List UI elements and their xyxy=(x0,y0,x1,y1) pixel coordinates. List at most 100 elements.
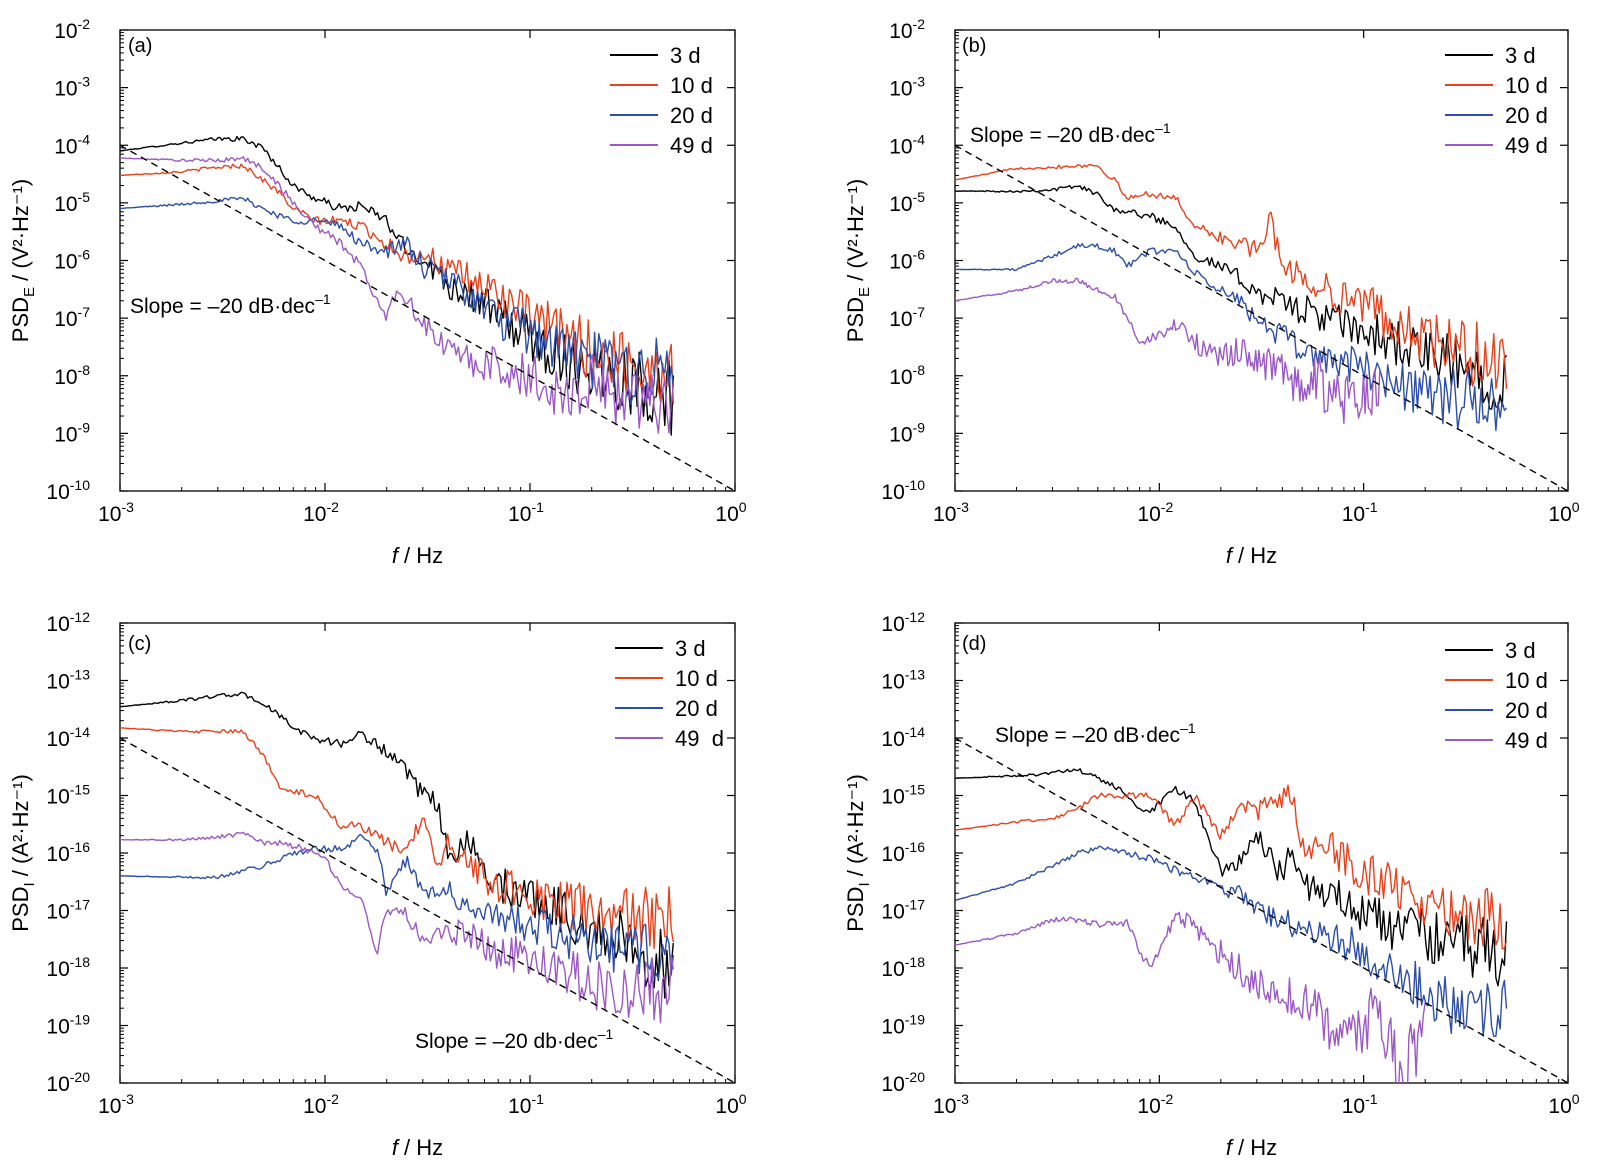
series-line-20-d xyxy=(955,845,1508,1038)
series-line-10-d xyxy=(955,163,1508,390)
chart-panel-a: 10-10 10-9 10-8 10-7 10-6 10-5 10-4 10-3 10-2 10-… xyxy=(8,16,747,568)
slope-reference-line xyxy=(120,737,735,1083)
panel-label: (b) xyxy=(962,35,986,57)
legend-label: 3 d xyxy=(670,43,701,68)
y-tick-label: 10-20 xyxy=(881,1069,925,1096)
y-tick-label: 10-18 xyxy=(881,954,925,981)
slope-annotation: Slope = –20 db·dec–1 xyxy=(415,1026,614,1053)
legend-label: 20 d xyxy=(675,696,718,721)
y-tick-label: 10-17 xyxy=(46,897,90,924)
y-tick-label: 10-3 xyxy=(54,74,90,101)
series-line-20-d xyxy=(955,242,1508,432)
panel-label: (c) xyxy=(128,633,151,655)
y-tick-label: 10-13 xyxy=(46,667,90,694)
y-axis-title: PSDE / (V²·Hz⁻¹) xyxy=(8,179,38,342)
y-tick-label: 10-9 xyxy=(54,419,90,446)
x-tick-label: 10-2 xyxy=(303,1091,339,1118)
x-axis-title: f / Hz xyxy=(1226,1135,1277,1160)
legend-label: 3 d xyxy=(1505,638,1536,663)
series-line-10-d xyxy=(120,727,674,950)
legend-label: 49 d xyxy=(1505,728,1548,753)
legend-label: 10 d xyxy=(670,73,713,98)
x-tick-label: 100 xyxy=(715,1091,746,1118)
y-tick-label: 10-14 xyxy=(881,724,925,751)
series-line-3-d xyxy=(120,135,674,436)
legend-label: 49 d xyxy=(1505,133,1548,158)
y-tick-label: 10-2 xyxy=(889,16,925,43)
y-tick-label: 10-16 xyxy=(881,839,925,866)
series-line-20-d xyxy=(120,833,674,980)
y-tick-label: 10-15 xyxy=(881,782,925,809)
x-tick-label: 10-1 xyxy=(508,1091,544,1118)
y-tick-label: 10-6 xyxy=(54,247,90,274)
plot-frame xyxy=(954,29,1569,492)
series-line-20-d xyxy=(120,196,674,405)
slope-reference-line xyxy=(955,737,1568,1083)
y-tick-label: 10-10 xyxy=(881,477,925,504)
x-axis-title: f / Hz xyxy=(392,1135,443,1160)
slope-reference-line xyxy=(120,144,735,491)
y-tick-label: 10-4 xyxy=(889,131,925,158)
slope-annotation: Slope = –20 dB·dec–1 xyxy=(995,720,1196,747)
chart-panel-d: 10-2010-1910-1810-1710-1610-1510-1410-13… xyxy=(843,609,1580,1160)
y-tick-label: 10-13 xyxy=(881,667,925,694)
legend-label: 20 d xyxy=(670,103,713,128)
x-tick-label: 10-3 xyxy=(98,499,134,526)
y-axis-title: PSDI / (A²·Hz⁻¹) xyxy=(843,774,873,932)
x-tick-label: 10-3 xyxy=(933,499,969,526)
legend-label: 3 d xyxy=(675,636,706,661)
x-tick-label: 100 xyxy=(715,499,746,526)
y-tick-label: 10-19 xyxy=(46,1012,90,1039)
y-tick-label: 10-20 xyxy=(46,1069,90,1096)
y-tick-label: 10-12 xyxy=(881,609,925,636)
x-tick-label: 10-1 xyxy=(508,499,544,526)
y-tick-label: 10-5 xyxy=(54,189,90,216)
y-tick-label: 10-15 xyxy=(46,782,90,809)
slope-annotation: Slope = –20 dB·dec–1 xyxy=(130,291,331,318)
chart-panel-c: 10-2010-1910-1810-1710-1610-1510-1410-13… xyxy=(8,609,747,1160)
y-tick-label: 10-3 xyxy=(889,74,925,101)
series-line-3-d xyxy=(955,184,1508,410)
series-line-10-d xyxy=(955,784,1508,950)
plot-frame xyxy=(119,622,736,1084)
y-tick-label: 10-14 xyxy=(46,724,90,751)
y-axis-title: PSDI / (A²·Hz⁻¹) xyxy=(8,774,38,932)
y-tick-label: 10-6 xyxy=(889,247,925,274)
x-tick-label: 100 xyxy=(1548,499,1579,526)
panel-label: (a) xyxy=(128,35,152,57)
x-tick-label: 10-2 xyxy=(303,499,339,526)
y-tick-label: 10-5 xyxy=(889,189,925,216)
chart-panel-b: 10-10 10-9 10-8 10-7 10-6 10-5 10-4 10-3 10-2 10-… xyxy=(843,16,1580,568)
x-tick-label: 10-1 xyxy=(1342,499,1378,526)
y-tick-label: 10-7 xyxy=(889,304,925,331)
legend-label: 10 d xyxy=(1505,668,1548,693)
series-line-3-d xyxy=(955,768,1508,987)
y-tick-label: 10-9 xyxy=(889,419,925,446)
y-tick-label: 10-17 xyxy=(881,897,925,924)
legend-label: 49 d xyxy=(675,726,724,751)
x-tick-label: 10-2 xyxy=(1137,499,1173,526)
x-tick-label: 10-1 xyxy=(1342,1091,1378,1118)
x-axis-title: f / Hz xyxy=(392,543,443,568)
slope-reference-line xyxy=(955,144,1568,491)
series-line-49-d xyxy=(120,831,674,1024)
legend-label: 20 d xyxy=(1505,103,1548,128)
panel-label: (d) xyxy=(962,633,986,655)
y-axis-title: PSDE / (V²·Hz⁻¹) xyxy=(843,179,873,342)
y-tick-label: 10-8 xyxy=(889,362,925,389)
y-tick-label: 10-8 xyxy=(54,362,90,389)
y-tick-label: 10-7 xyxy=(54,304,90,331)
legend-label: 20 d xyxy=(1505,698,1548,723)
legend-label: 10 d xyxy=(675,666,718,691)
y-tick-label: 10-10 xyxy=(46,477,90,504)
y-tick-label: 10-16 xyxy=(46,839,90,866)
plot-frame xyxy=(954,622,1569,1084)
x-tick-label: 100 xyxy=(1548,1091,1579,1118)
y-tick-label: 10-12 xyxy=(46,609,90,636)
series-line-49-d xyxy=(955,277,1381,424)
plot-frame xyxy=(119,29,736,492)
x-tick-label: 10-3 xyxy=(933,1091,969,1118)
legend-label: 49 d xyxy=(670,133,713,158)
legend-label: 3 d xyxy=(1505,43,1536,68)
y-tick-label: 10-18 xyxy=(46,954,90,981)
